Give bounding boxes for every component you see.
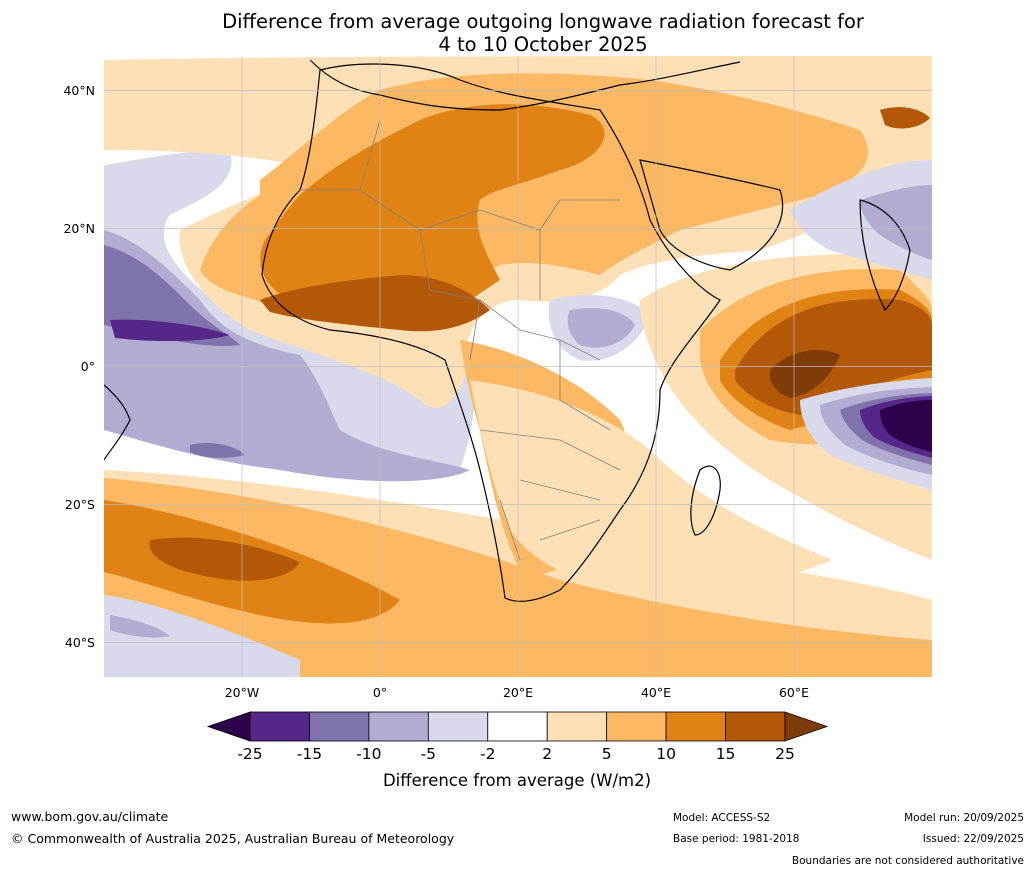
colorbar-tick-label: -25 [237, 745, 262, 763]
southern-africa-light [470, 380, 832, 594]
colorbar-box [546, 711, 608, 742]
atlantic-light-purple [104, 230, 470, 482]
map-panel [104, 56, 932, 677]
south-america-coastline [104, 384, 131, 461]
title-line-2: 4 to 10 October 2025 [438, 33, 648, 56]
caspian-brown [880, 107, 930, 129]
band-south-lavender [104, 595, 300, 677]
longitude-tick-labels: 20°W 0° 20°E 40°E 60°E [225, 685, 809, 700]
base-period-label: Base period: 1981-2018 [673, 833, 800, 845]
colorbar-tick-label: 10 [656, 745, 676, 763]
lon-tick-label: 0° [373, 685, 387, 700]
colorbar-box [487, 711, 548, 742]
colorbar-box [249, 711, 310, 742]
title-line-1: Difference from average outgoing longwav… [222, 10, 864, 33]
colorbar-box [368, 711, 429, 742]
indian-ocean-darkest [769, 350, 840, 398]
band-south-purple-light [110, 615, 170, 638]
madagascar-coastline [690, 465, 721, 536]
atlantic-purple-patch [190, 443, 245, 458]
colorbar-tick-label: 5 [602, 745, 612, 763]
country-boundaries [300, 119, 621, 561]
colorbar-tick-label: 2 [542, 745, 552, 763]
model-label: Model: ACCESS-S2 [673, 812, 771, 824]
colorbar-title: Difference from average (W/m2) [383, 771, 651, 790]
lat-tick-label: 20°N [63, 221, 95, 236]
lat-tick-label: 40°N [63, 83, 95, 98]
colorbar: -25 -15 -10 -5 -2 2 5 10 15 25 [206, 711, 829, 763]
india-light-purple [860, 185, 932, 260]
disclaimer-text: Boundaries are not considered authoritat… [791, 855, 1024, 867]
colorbar-box [427, 711, 489, 742]
boundary-lines-central [429, 289, 611, 431]
band-south-brown [149, 537, 300, 581]
colorbar-box [309, 711, 370, 742]
lon-tick-label: 20°E [503, 685, 533, 700]
colorbar-tick-label: -10 [356, 745, 381, 763]
colorbar-tick-label: -5 [421, 745, 436, 763]
colorbar-extend-max [784, 711, 829, 742]
lat-tick-label: 40°S [65, 635, 95, 650]
lon-tick-label: 60°E [779, 685, 809, 700]
copyright-text: © Commonwealth of Australia 2025, Austra… [11, 831, 455, 846]
website-link[interactable]: www.bom.gov.au/climate [11, 809, 169, 824]
central-africa-purple [567, 308, 635, 348]
lat-tick-label: 0° [81, 359, 95, 374]
boundary-lines-south [479, 429, 621, 561]
coastlines [104, 59, 911, 602]
colorbar-tick-label: 25 [775, 745, 795, 763]
europe-coastline [309, 59, 741, 111]
lon-tick-label: 40°E [641, 685, 671, 700]
longitude-gridlines [241, 56, 795, 677]
colorbar-box [725, 711, 786, 742]
graticule [104, 56, 932, 677]
chart-title: Difference from average outgoing longwav… [103, 10, 983, 56]
colorbar-tick-label: -2 [480, 745, 495, 763]
africa-coastline [261, 63, 721, 602]
model-run-label: Model run: 20/09/2025 [904, 812, 1024, 824]
colorbar-tick-label: -15 [297, 745, 322, 763]
indian-ocean-deepest-purple [880, 400, 932, 452]
india-coastline [859, 199, 911, 312]
colorbar-extend-min [206, 711, 251, 742]
lon-tick-label: 20°W [225, 685, 260, 700]
atlantic-dark-purple [110, 319, 230, 342]
africa-dark-orange [260, 104, 605, 331]
issued-label: Issued: 22/09/2025 [922, 833, 1024, 845]
boundary-lines-north [300, 119, 620, 300]
colorbar-tick-label: 15 [716, 745, 736, 763]
africa-brown [260, 275, 490, 332]
lat-tick-label: 20°S [65, 497, 95, 512]
colorbar-box [665, 711, 726, 742]
arabia-coastline [639, 159, 784, 271]
colorbar-box [606, 711, 667, 742]
latitude-tick-labels: 40°N 20°N 0° 20°S 40°S [63, 83, 95, 650]
